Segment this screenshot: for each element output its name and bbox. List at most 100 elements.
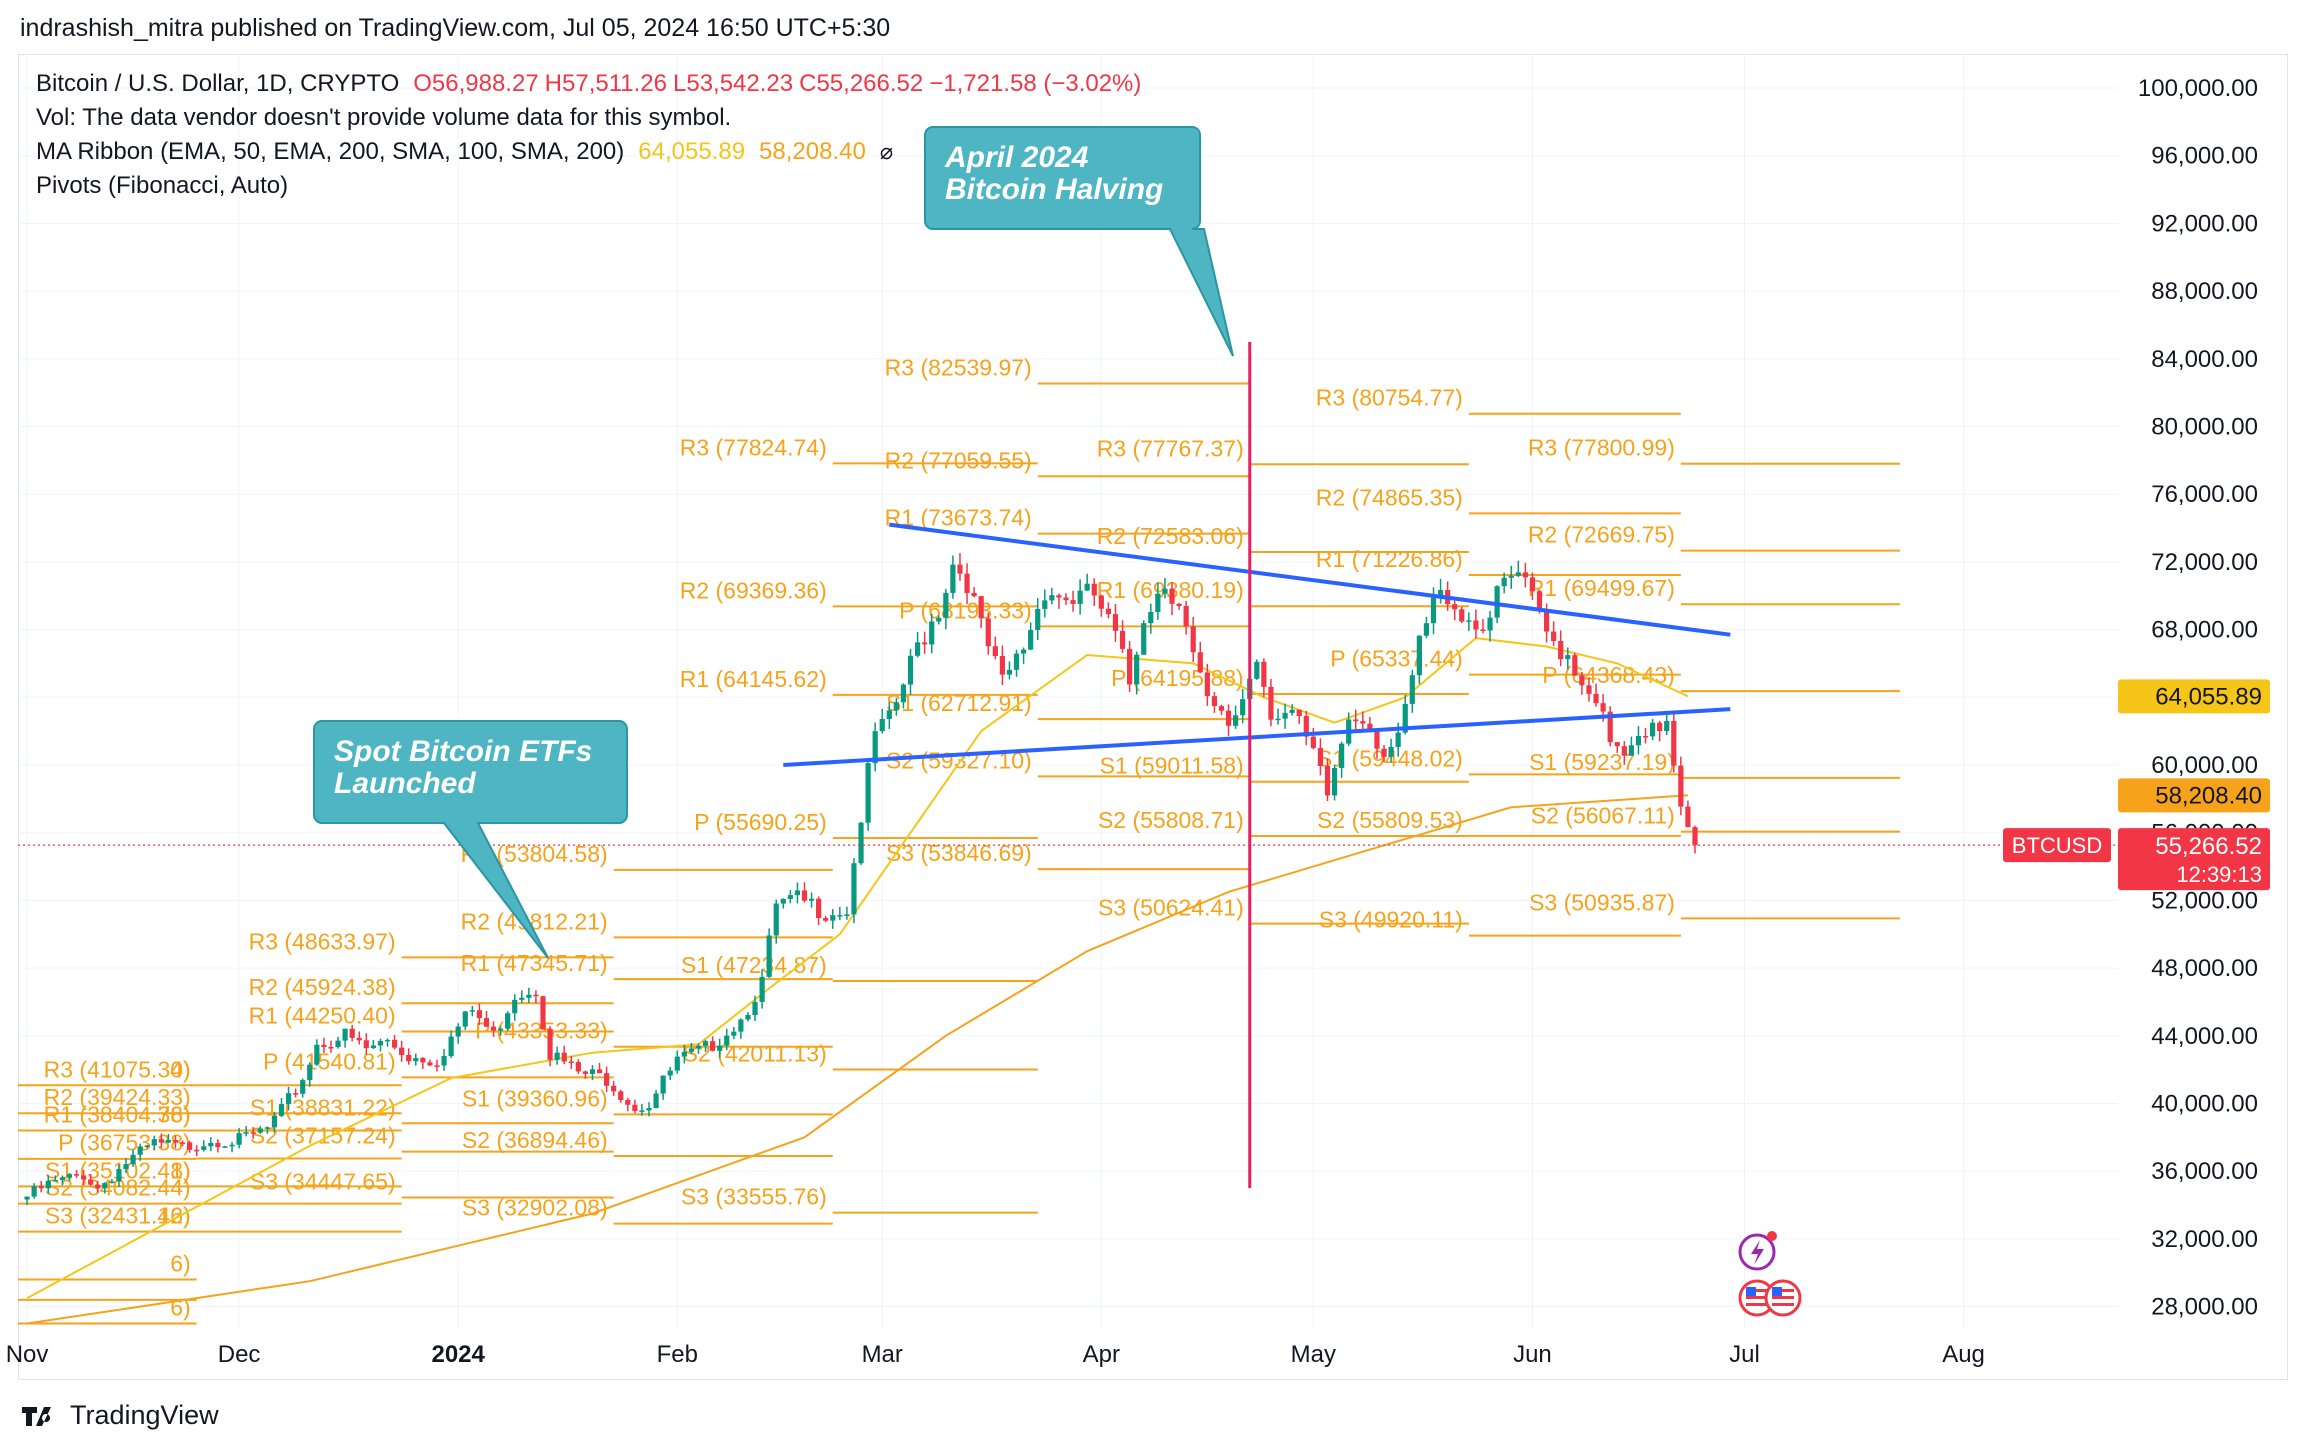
candle	[1515, 572, 1521, 576]
candle	[752, 1001, 758, 1016]
candle	[554, 1052, 560, 1060]
candle	[349, 1028, 355, 1038]
candle	[1543, 610, 1550, 632]
candle	[1494, 586, 1500, 618]
candle	[1070, 600, 1076, 604]
candle	[1586, 685, 1592, 694]
candle	[201, 1146, 207, 1150]
candle	[717, 1045, 723, 1051]
event-dot-icon	[1767, 1231, 1777, 1241]
candle	[738, 1019, 744, 1032]
candle	[505, 1013, 511, 1029]
candle	[1197, 652, 1203, 673]
legend-ma-row[interactable]: MA Ribbon (EMA, 50, EMA, 200, SMA, 100, …	[36, 138, 907, 166]
candle	[1324, 766, 1331, 796]
candle	[1162, 588, 1168, 594]
flag-stripe-icon	[1772, 1303, 1794, 1306]
candle	[391, 1039, 398, 1048]
visibility-icon[interactable]: ⌀	[879, 139, 894, 164]
pivot-label: R2 (74865.35)	[1316, 484, 1463, 510]
candle	[646, 1108, 652, 1111]
pivot-label: R1 (47345.71)	[461, 950, 608, 976]
pivot-label: R1 (71226.86)	[1316, 546, 1463, 572]
pivot-label: R3 (48633.97)	[249, 928, 396, 954]
candle	[208, 1142, 214, 1147]
trendline	[889, 522, 1731, 637]
legend-pivots[interactable]: Pivots (Fibonacci, Auto)	[36, 172, 289, 199]
candle	[1006, 669, 1013, 675]
pivot-label: R1 (69499.67)	[1528, 575, 1675, 601]
legend-ma-label: MA Ribbon (EMA, 50, EMA, 200, SMA, 100, …	[36, 138, 625, 165]
pivot-label: S3 (50935.87)	[1529, 889, 1675, 915]
pivot-label: S1 (47234.87)	[681, 952, 827, 978]
candle	[293, 1093, 299, 1095]
candle	[639, 1110, 645, 1112]
candle	[1211, 696, 1218, 707]
candle	[1558, 640, 1564, 660]
candle	[950, 564, 956, 593]
pivot-label: R2 (45924.38)	[249, 974, 396, 1000]
candle	[455, 1026, 461, 1037]
pivot-label: S1 (39360.96)	[462, 1085, 608, 1111]
flag-stripe-icon	[1772, 1296, 1794, 1299]
candle	[384, 1039, 391, 1042]
candle	[519, 997, 525, 1000]
candle	[1565, 655, 1571, 660]
candle	[1331, 767, 1338, 796]
ma-200-line	[26, 794, 1688, 1325]
candle	[194, 1149, 200, 1152]
pivot-label: R3 (77824.74)	[680, 434, 827, 460]
candle	[780, 898, 786, 904]
pivot-label: S1 (59237.19)	[1529, 749, 1675, 775]
candle	[1119, 630, 1126, 649]
bar-countdown: 12:39:13	[2176, 862, 2262, 887]
candle	[257, 1128, 263, 1133]
candle	[1685, 806, 1691, 828]
candle	[1367, 723, 1373, 731]
candle	[547, 1029, 553, 1060]
candle	[865, 763, 871, 823]
x-tick-label: Jun	[1513, 1341, 1552, 1368]
candle	[328, 1046, 334, 1049]
candle	[427, 1062, 433, 1066]
legend-symbol[interactable]: Bitcoin / U.S. Dollar, 1D, CRYPTO	[36, 70, 400, 97]
candle	[1607, 711, 1613, 743]
y-tick-label: 52,000.00	[2151, 887, 2258, 914]
candle	[1501, 577, 1507, 587]
pivot-label: R3 (77800.99)	[1528, 435, 1675, 461]
candle	[801, 890, 808, 901]
pivot-label: R3 (41075.30)	[44, 1056, 191, 1082]
flag-stripe-icon	[1772, 1289, 1794, 1292]
candle	[1572, 655, 1578, 676]
candle	[95, 1184, 101, 1189]
candle	[1353, 719, 1359, 722]
tradingview-brand[interactable]: TradingView	[20, 1400, 219, 1431]
candle	[1077, 590, 1083, 604]
candle	[158, 1139, 164, 1143]
chart-frame	[18, 54, 2288, 1380]
symbol-badge-bg	[2003, 828, 2111, 863]
y-tick-label: 68,000.00	[2151, 617, 2258, 644]
pivot-label: S1 (59011.58)	[1100, 753, 1244, 779]
candle	[1169, 588, 1175, 604]
tradingview-logo-icon	[22, 1406, 51, 1426]
candle	[1487, 617, 1493, 631]
candle	[1282, 712, 1288, 719]
candle	[907, 655, 914, 685]
candle	[589, 1069, 596, 1074]
candle	[879, 718, 885, 732]
halving-callout-line: April 2024	[944, 141, 1089, 174]
x-tick-label: May	[1291, 1341, 1336, 1368]
candle	[816, 898, 822, 918]
x-tick-label: Mar	[862, 1341, 903, 1368]
candle	[307, 1064, 313, 1081]
candle	[81, 1175, 87, 1180]
candle	[1091, 583, 1097, 596]
pivot-label: S2 (55808.71)	[1098, 807, 1244, 833]
trendline	[783, 707, 1731, 767]
pivot-label: R2 (72583.06)	[1097, 523, 1244, 549]
ma50-price-badge: 64,055.89	[2155, 683, 2262, 710]
candle	[731, 1031, 737, 1036]
